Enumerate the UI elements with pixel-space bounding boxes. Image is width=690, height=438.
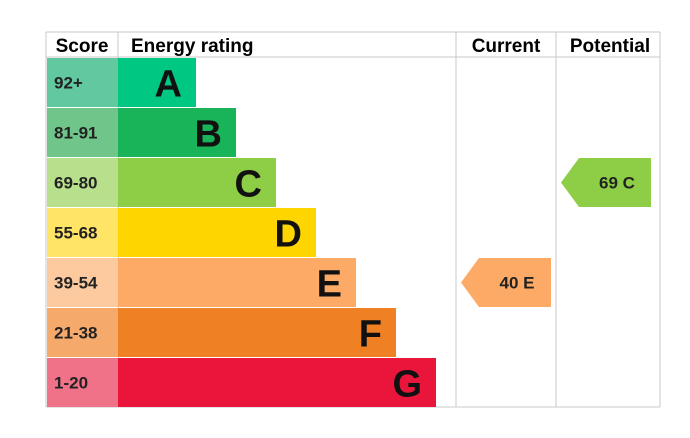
score-label: 21-38	[54, 324, 97, 343]
rating-letter: C	[235, 164, 262, 206]
rating-letter: B	[195, 114, 222, 156]
potential-rating-label: 69 C	[599, 174, 635, 193]
rating-letter: D	[275, 214, 302, 256]
potential-rating: 69 C	[561, 158, 651, 207]
score-label: 55-68	[54, 224, 97, 243]
band-e: 39-54 E	[47, 258, 356, 307]
band-c: 69-80 C	[47, 158, 276, 207]
score-cell	[47, 158, 118, 207]
current-header: Current	[472, 36, 541, 57]
energy-rating-header: Energy rating	[131, 36, 253, 57]
score-label: 39-54	[54, 274, 98, 293]
band-b: 81-91 B	[47, 108, 236, 157]
current-rating-arrow	[461, 258, 551, 307]
rating-bar	[118, 58, 196, 107]
header-row: Score Energy rating Current Potential	[56, 36, 651, 57]
rating-bar	[118, 358, 436, 407]
rating-bands: 92+ A 81-91 B 69-80 C 55-68 D 39-54 E 21-38 F 1-20 G	[47, 58, 436, 407]
rating-letter: F	[359, 314, 382, 356]
rating-bar	[118, 208, 316, 257]
potential-rating-arrow	[561, 158, 651, 207]
potential-header: Potential	[570, 36, 650, 57]
band-f: 21-38 F	[47, 308, 396, 357]
score-cell	[47, 308, 118, 357]
rating-indicators: 40 E 69 C	[461, 158, 651, 307]
score-cell	[47, 58, 118, 107]
band-g: 1-20 G	[47, 358, 436, 407]
score-header: Score	[56, 36, 109, 57]
score-label: 1-20	[54, 374, 88, 393]
current-rating-label: 40 E	[500, 274, 535, 293]
rating-bar	[118, 158, 276, 207]
rating-letter: A	[155, 64, 182, 106]
score-label: 92+	[54, 74, 83, 93]
score-cell	[47, 208, 118, 257]
rating-letter: E	[317, 264, 342, 306]
score-label: 69-80	[54, 174, 97, 193]
rating-bar	[118, 308, 396, 357]
rating-letter: G	[392, 364, 422, 406]
score-cell	[47, 108, 118, 157]
rating-bar	[118, 258, 356, 307]
band-a: 92+ A	[47, 58, 196, 107]
current-rating: 40 E	[461, 258, 551, 307]
score-cell	[47, 358, 118, 407]
rating-bar	[118, 108, 236, 157]
band-d: 55-68 D	[47, 208, 316, 257]
score-label: 81-91	[54, 124, 97, 143]
score-cell	[47, 258, 118, 307]
